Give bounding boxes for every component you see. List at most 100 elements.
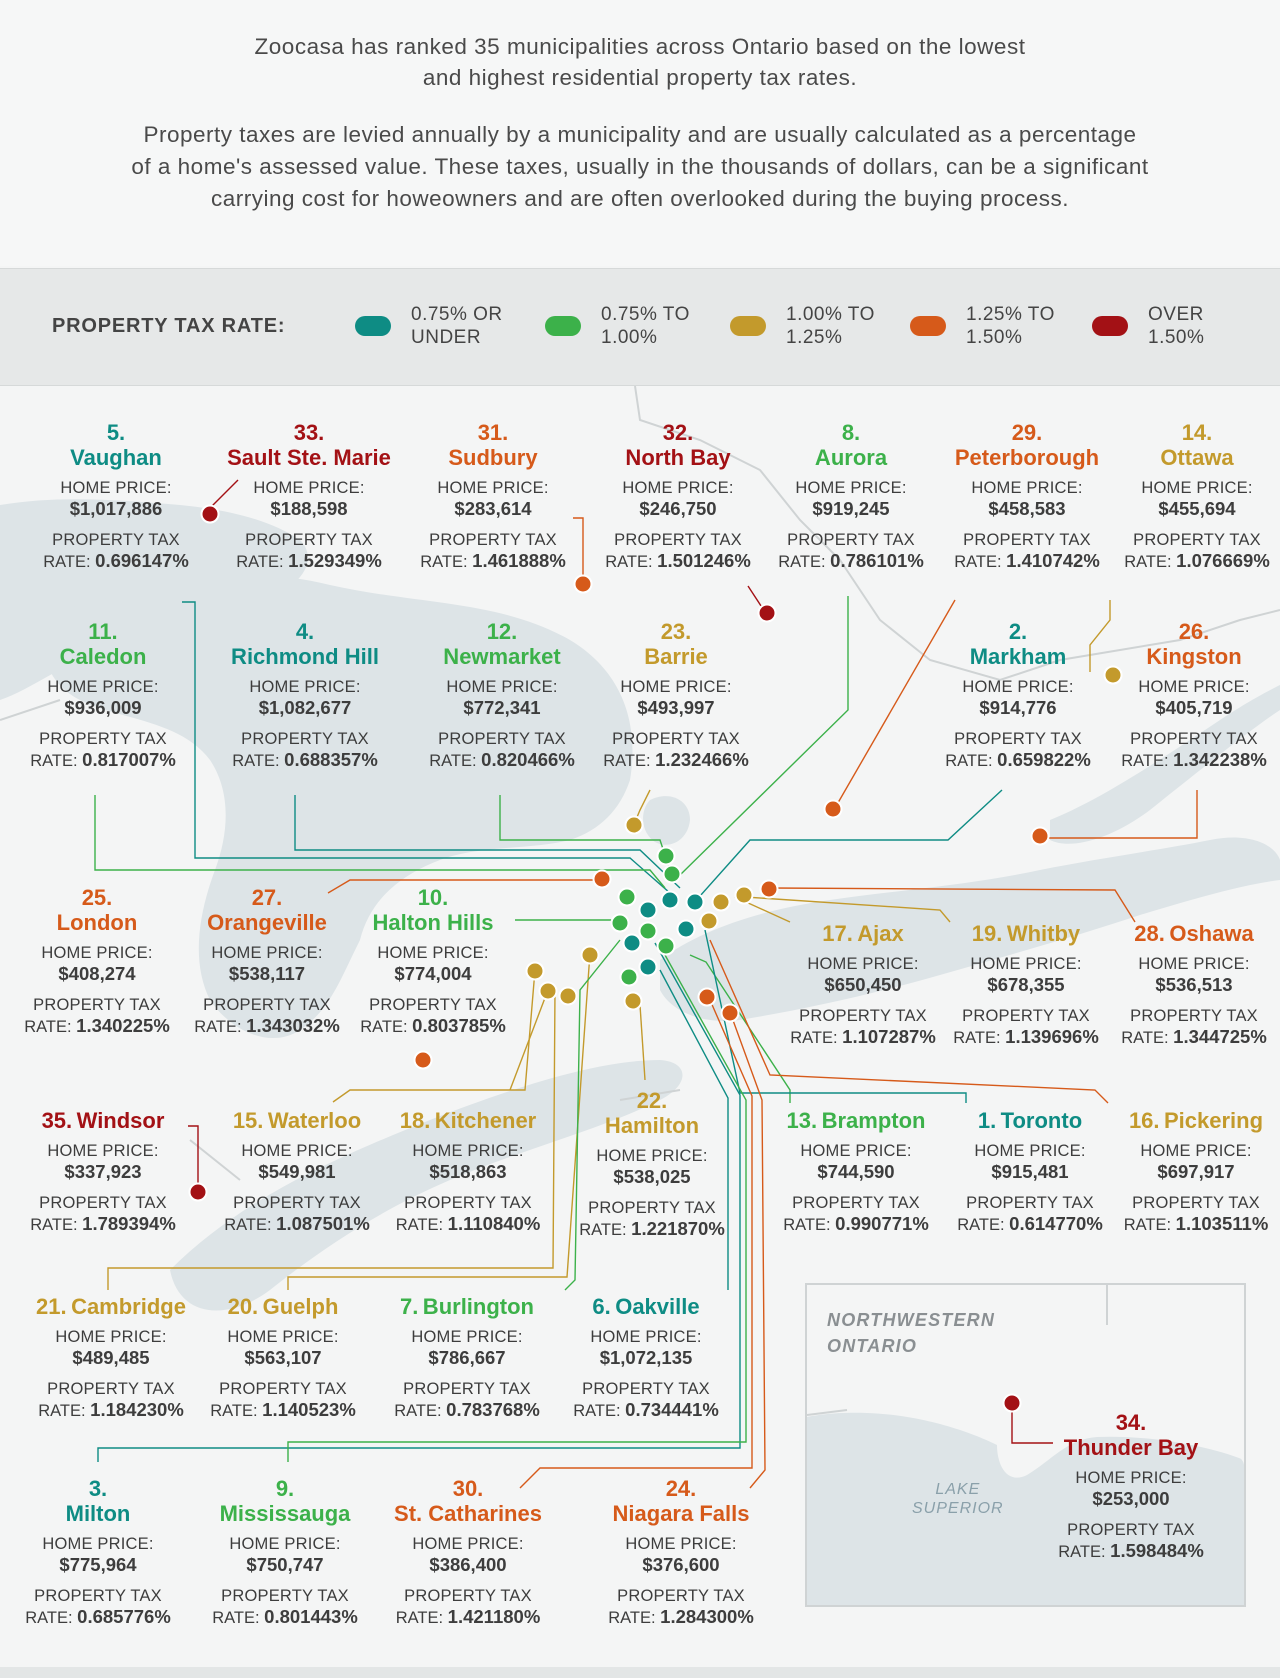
leader-line <box>188 1125 199 1192</box>
inset-title: NORTHWESTERN ONTARIO <box>827 1310 996 1356</box>
provincial-border <box>634 386 1280 682</box>
leader-line <box>97 942 741 1462</box>
city-rank: 5. <box>106 420 126 445</box>
leader-line <box>834 599 956 809</box>
city-name: Sault Ste. Marie <box>227 445 391 470</box>
home-price-value: $246,750 <box>639 498 717 519</box>
city-heading: 21. Cambridge <box>36 1294 186 1319</box>
property-tax-label: PROPERTY TAX <box>792 1194 920 1212</box>
home-price-value: $386,400 <box>429 1554 507 1575</box>
lake-huron-shape <box>45 575 633 1039</box>
leader-line <box>564 939 621 1291</box>
map-marker-markham <box>685 892 705 912</box>
property-tax-rate: RATE: 1.232466% <box>603 749 749 772</box>
rate-value: 1.221870% <box>631 1218 725 1239</box>
city-cambridge: 21. Cambridge HOME PRICE: $489,485 PROPERTY… <box>36 1294 186 1422</box>
city-rank: 4. <box>295 619 315 644</box>
leader-line <box>699 789 1003 897</box>
rate-prefix: RATE: <box>395 1609 448 1627</box>
city-heading: 12. Newmarket <box>429 619 575 669</box>
property-tax-rate: RATE: 1.140523% <box>210 1399 356 1422</box>
city-niagara-falls: 24. Niagara Falls HOME PRICE: $376,600 PROPE… <box>608 1476 754 1629</box>
rate-prefix: RATE: <box>394 1402 447 1420</box>
city-name: North Bay <box>625 445 731 470</box>
home-price-label: HOME PRICE: <box>795 479 907 497</box>
rate-value: 1.529349% <box>288 550 382 571</box>
city-heading: 25. London <box>24 885 170 935</box>
city-rank: 20. <box>227 1294 259 1319</box>
city-name: Richmond Hill <box>231 644 379 669</box>
property-tax-label: PROPERTY TAX <box>588 1199 716 1217</box>
rate-prefix: RATE: <box>1058 1543 1111 1561</box>
city-richmond-hill: 4. Richmond Hill HOME PRICE: $1,082,677 PROP… <box>231 619 379 772</box>
home-price-value: $750,747 <box>246 1554 324 1575</box>
city-heading: 24. Niagara Falls <box>608 1476 754 1526</box>
city-rank: 34. <box>1115 1410 1147 1435</box>
city-name: Mississauga <box>219 1501 351 1526</box>
home-price-label: HOME PRICE: <box>412 1142 524 1160</box>
property-tax-rate: RATE: 1.501246% <box>605 550 751 573</box>
city-name: Newmarket <box>443 644 561 669</box>
rate-prefix: RATE: <box>945 752 998 770</box>
property-tax-label: PROPERTY TAX <box>962 1007 1090 1025</box>
map-marker-toronto <box>676 919 696 939</box>
city-name: Waterloo <box>267 1108 362 1133</box>
property-tax-label: PROPERTY TAX <box>617 1587 745 1605</box>
rate-prefix: RATE: <box>25 1609 78 1627</box>
city-heading: 14. Ottawa <box>1124 420 1270 470</box>
rate-prefix: RATE: <box>790 1029 843 1047</box>
property-tax-label: PROPERTY TAX <box>438 730 566 748</box>
home-price-value: $538,025 <box>613 1166 691 1187</box>
home-price-label: HOME PRICE: <box>625 1535 737 1553</box>
property-tax-label: PROPERTY TAX <box>233 1194 361 1212</box>
home-price-value: $919,245 <box>812 498 890 519</box>
rate-value: 1.087501% <box>276 1213 370 1234</box>
intro-line-3: Property taxes are levied annually by a … <box>143 122 1137 147</box>
city-name: Vaughan <box>70 445 162 470</box>
property-tax-rate: RATE: 1.103511% <box>1124 1213 1269 1236</box>
home-price-value: $283,614 <box>454 498 532 519</box>
city-ajax: 17. Ajax HOME PRICE: $650,450 PROPERTY TAX R… <box>790 921 936 1049</box>
property-tax-rate: RATE: 1.529349% <box>227 550 391 573</box>
home-price-label: HOME PRICE: <box>437 479 549 497</box>
property-tax-label: PROPERTY TAX <box>369 996 497 1014</box>
rate-prefix: RATE: <box>579 1221 632 1239</box>
rate-prefix: RATE: <box>429 752 482 770</box>
city-heading: 17. Ajax <box>790 921 936 946</box>
city-rank: 26. <box>1178 619 1210 644</box>
home-price-label: HOME PRICE: <box>55 1328 167 1346</box>
rate-prefix: RATE: <box>603 752 656 770</box>
city-heading: 9. Mississauga <box>212 1476 358 1526</box>
map-marker-oakville <box>638 957 658 977</box>
property-tax-rate: RATE: 0.786101% <box>778 550 924 573</box>
property-tax-label: PROPERTY TAX <box>404 1587 532 1605</box>
city-heading: 1. Toronto <box>957 1108 1103 1133</box>
map-marker-sault-ste-marie <box>200 504 220 524</box>
city-waterloo: 15. Waterloo HOME PRICE: $549,981 PROPERTY … <box>224 1108 370 1236</box>
leader-line <box>509 989 549 1091</box>
leader-line <box>94 795 666 889</box>
rate-value: 1.140523% <box>262 1399 356 1420</box>
home-price-value: $650,450 <box>824 974 902 995</box>
property-tax-label: PROPERTY TAX <box>1130 730 1258 748</box>
property-tax-rate: RATE: 1.110840% <box>396 1213 541 1236</box>
home-price-value: $455,694 <box>1158 498 1236 519</box>
property-tax-label: PROPERTY TAX <box>799 1007 927 1025</box>
city-rank: 10. <box>417 885 449 910</box>
home-price-value: $697,917 <box>1157 1161 1235 1182</box>
map-marker-oshawa <box>759 879 779 899</box>
city-name: Whitby <box>1006 921 1081 946</box>
leader-line <box>327 879 600 894</box>
city-london: 25. London HOME PRICE: $408,274 PROPERTY TAX… <box>24 885 170 1038</box>
home-price-label: HOME PRICE: <box>962 678 1074 696</box>
rate-value: 0.696147% <box>95 550 189 571</box>
city-name: Sudbury <box>448 445 538 470</box>
legend-swatch <box>545 316 581 336</box>
property-tax-label: PROPERTY TAX <box>963 531 1091 549</box>
map-marker-sudbury <box>573 574 593 594</box>
home-price-label: HOME PRICE: <box>800 1142 912 1160</box>
property-tax-label: PROPERTY TAX <box>1067 1521 1195 1539</box>
city-rank: 27. <box>251 885 283 910</box>
property-tax-rate: RATE: 1.221870% <box>579 1218 725 1241</box>
city-rank: 29. <box>1011 420 1043 445</box>
